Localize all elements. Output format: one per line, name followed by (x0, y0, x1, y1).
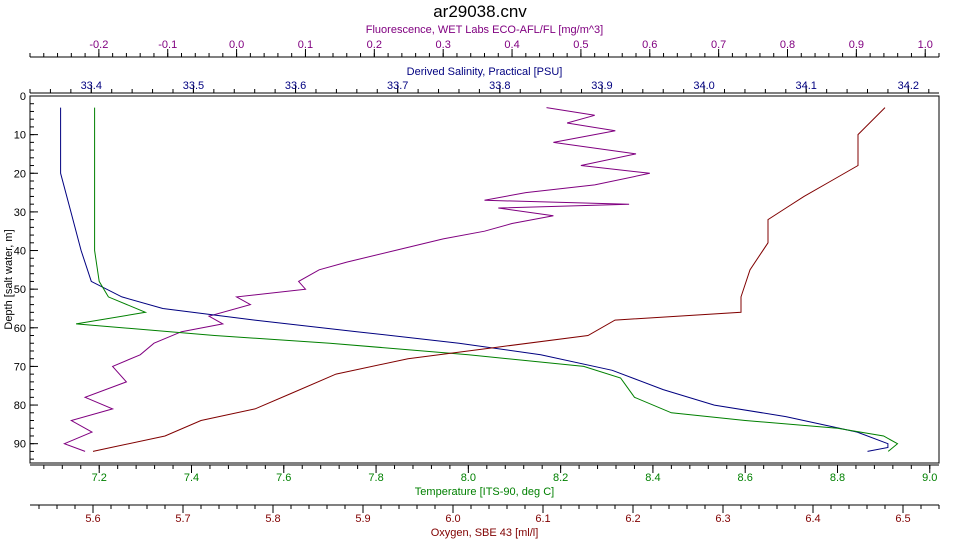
depth-axis-label: Depth [salt water, m] (3, 229, 15, 329)
depth-axis: 0 10 20 30 40 50 60 70 80 90 Depth [salt water, m] (3, 91, 38, 460)
temperature-tick-label: 8.6 (738, 472, 753, 484)
oxygen-tick-label: 5.8 (265, 513, 280, 525)
temperature-tick-label: 8.0 (461, 472, 476, 484)
oxygen-axis: 5.6 5.7 5.8 5.9 6.0 6.1 6.2 6.3 6.4 6.5 Oxygen, SB… (30, 504, 940, 539)
chart-title: ar29038.cnv (433, 2, 527, 21)
depth-tick-label: 40 (14, 246, 26, 258)
salinity-series-line (60, 107, 889, 452)
depth-tick-label: 10 (14, 130, 26, 142)
salinity-tick-label: 33.9 (591, 80, 612, 92)
temperature-series-line (76, 107, 899, 452)
temperature-tick-label: 8.4 (645, 472, 660, 484)
fluorescence-tick-label: 0.8 (780, 39, 795, 51)
depth-tick-label: 20 (14, 168, 26, 180)
plot-frame (29, 95, 940, 464)
temperature-tick-label: 7.4 (184, 472, 199, 484)
temperature-tick-label: 7.6 (276, 472, 291, 484)
depth-tick-label: 30 (14, 207, 26, 219)
fluorescence-series-line (63, 107, 650, 452)
oxygen-tick-label: 6.4 (805, 513, 820, 525)
temperature-tick-label: 9.0 (922, 472, 937, 484)
fluorescence-tick-label: -0.1 (158, 39, 177, 51)
fluorescence-axis-label: Fluorescence, WET Labs ECO-AFL/FL [mg/m^… (366, 24, 603, 36)
fluorescence-tick-label: 0.9 (849, 39, 864, 51)
depth-tick-label: 60 (14, 323, 26, 335)
axes-layer: -0.2 -0.1 0.0 0.1 0.2 0.3 0.4 0.5 0.6 0.7 0.8 0.9 1.… (3, 24, 940, 539)
depth-tick-label: 50 (14, 284, 26, 296)
fluorescence-tick-label: 0.2 (367, 39, 382, 51)
fluorescence-tick-label: 0.4 (504, 39, 519, 51)
salinity-axis-label: Derived Salinity, Practical [PSU] (407, 66, 563, 78)
salinity-axis: 33.4 33.5 33.6 33.7 33.8 33.9 34.0 34.1 34.2 Deri… (29, 66, 939, 94)
oxygen-tick-label: 5.6 (85, 513, 100, 525)
temperature-tick-label: 7.2 (92, 472, 107, 484)
temperature-tick-label: 8.8 (830, 472, 845, 484)
fluorescence-tick-label: 0.3 (436, 39, 451, 51)
salinity-tick-label: 33.7 (387, 80, 408, 92)
oxygen-tick-label: 5.9 (355, 513, 370, 525)
oxygen-tick-label: 6.0 (445, 513, 460, 525)
oxygen-tick-label: 5.7 (175, 513, 190, 525)
fluorescence-tick-label: 0.7 (711, 39, 726, 51)
depth-tick-label: 90 (14, 439, 26, 451)
salinity-tick-label: 33.5 (183, 80, 204, 92)
temperature-tick-label: 8.2 (553, 472, 568, 484)
fluorescence-tick-label: 0.5 (573, 39, 588, 51)
fluorescence-tick-label: 0.1 (298, 39, 313, 51)
fluorescence-tick-label: 0.0 (229, 39, 244, 51)
temperature-axis-label: Temperature [ITS-90, deg C] (415, 486, 554, 498)
oxygen-tick-label: 6.3 (715, 513, 730, 525)
salinity-tick-label: 33.4 (81, 80, 102, 92)
fluorescence-tick-label: 1.0 (918, 39, 933, 51)
depth-tick-label: 70 (14, 361, 26, 373)
oxygen-tick-label: 6.2 (625, 513, 640, 525)
series-layer (60, 107, 899, 452)
oxygen-series-line (92, 107, 886, 452)
salinity-tick-label: 34.1 (796, 80, 817, 92)
oxygen-tick-label: 6.5 (895, 513, 910, 525)
temperature-axis: 7.2 7.4 7.6 7.8 8.0 8.2 8.4 8.6 8.8 9.0 Temperatur… (30, 464, 939, 498)
salinity-tick-label: 33.8 (489, 80, 510, 92)
depth-tick-label: 0 (20, 91, 26, 103)
oxygen-axis-label: Oxygen, SBE 43 [ml/l] (431, 527, 539, 539)
fluorescence-tick-label: 0.6 (642, 39, 657, 51)
salinity-tick-label: 33.6 (285, 80, 306, 92)
depth-tick-label: 80 (14, 400, 26, 412)
temperature-tick-label: 7.8 (368, 472, 383, 484)
salinity-tick-label: 34.2 (898, 80, 919, 92)
oxygen-tick-label: 6.1 (535, 513, 550, 525)
fluorescence-tick-label: -0.2 (89, 39, 108, 51)
salinity-tick-label: 34.0 (693, 80, 714, 92)
fluorescence-axis: -0.2 -0.1 0.0 0.1 0.2 0.3 0.4 0.5 0.6 0.7 0.8 0.9 1.… (29, 24, 940, 58)
